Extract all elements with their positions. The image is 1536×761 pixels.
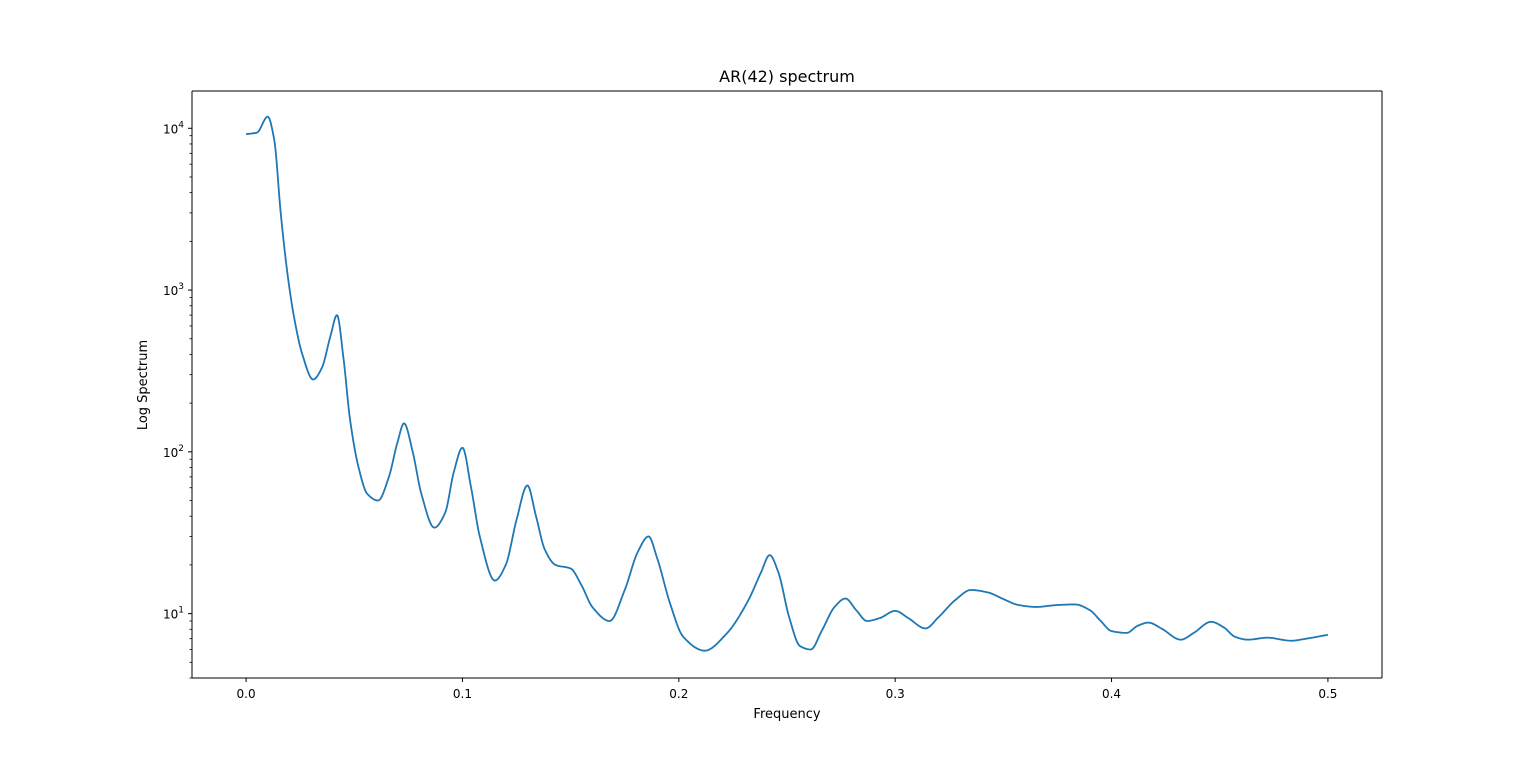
x-tick-label: 0.0 — [237, 687, 256, 701]
x-tick-label: 0.2 — [669, 687, 688, 701]
plot-area — [191, 90, 1383, 679]
chart-title: AR(42) spectrum — [719, 67, 855, 86]
x-tick-label: 0.3 — [886, 687, 905, 701]
x-tick-label: 0.4 — [1102, 687, 1121, 701]
x-axis-label: Frequency — [753, 707, 820, 722]
y-tick-label: 102 — [163, 444, 184, 460]
series-layer — [245, 115, 1329, 652]
y-tick-label: 101 — [163, 606, 184, 622]
y-tick-label: 104 — [163, 120, 184, 136]
series-line-spectrum — [245, 115, 1329, 652]
y-axis-ticks: 101 102 103 104 — [163, 120, 192, 679]
y-axis-label: Log Spectrum — [136, 340, 151, 430]
y-tick-label: 103 — [163, 282, 184, 298]
x-tick-label: 0.1 — [453, 687, 472, 701]
x-axis-ticks: 0.0 0.1 0.2 0.3 0.4 0.5 — [237, 678, 1337, 701]
axes-frame — [191, 90, 1383, 679]
plot-frame — [192, 91, 1382, 678]
x-tick-label: 0.5 — [1318, 687, 1337, 701]
